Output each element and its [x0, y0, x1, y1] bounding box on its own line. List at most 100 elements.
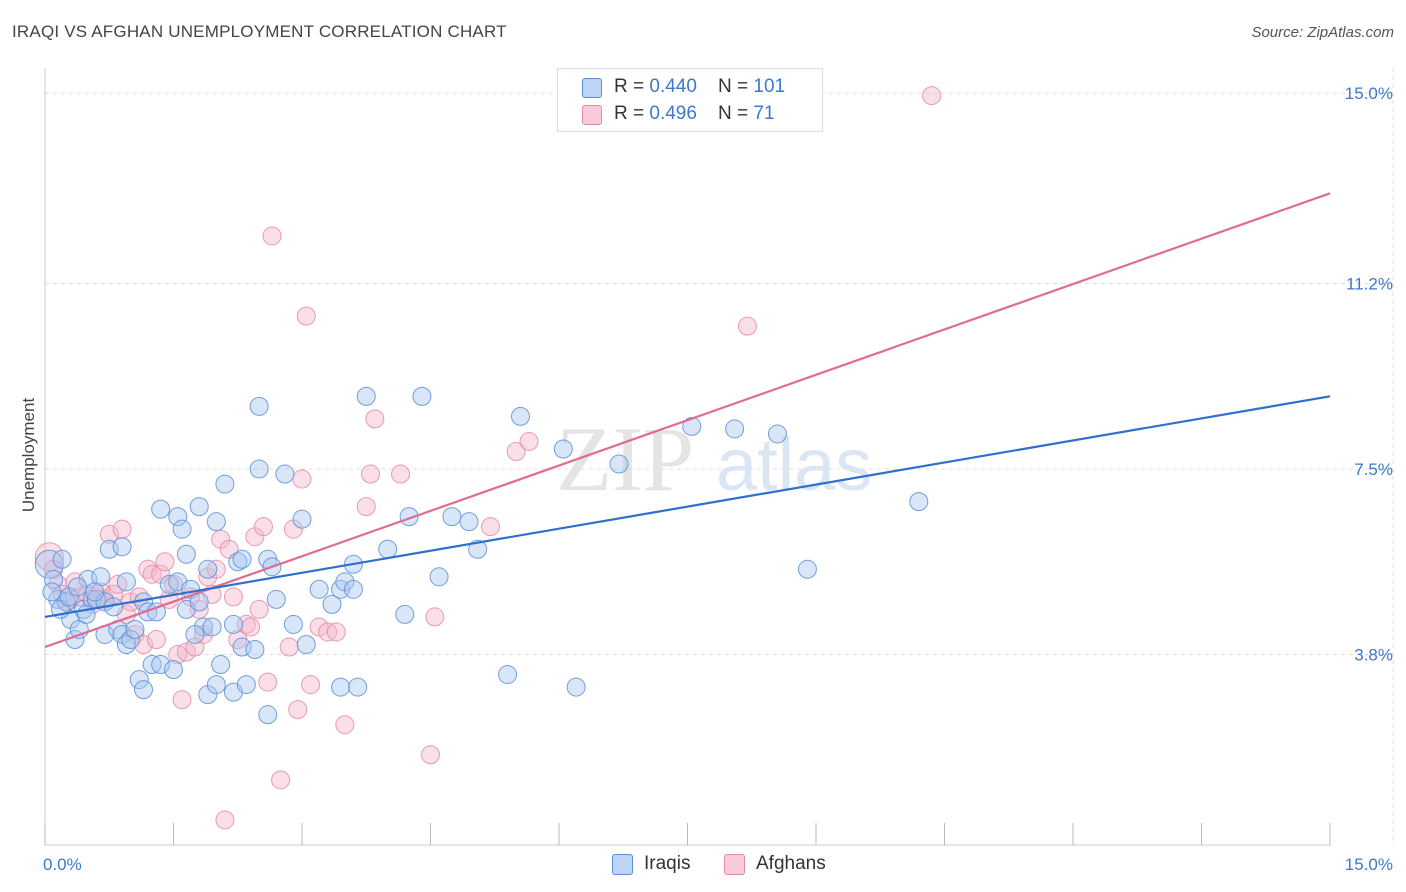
iraqis-point-49	[215, 474, 235, 494]
afghans-point-65	[421, 745, 440, 765]
iraqis-point-56	[245, 639, 265, 659]
axes	[44, 68, 1331, 846]
iraqis-point-19	[112, 537, 132, 557]
iraqis-point-68	[322, 594, 342, 614]
iraqis-point-79	[412, 386, 432, 406]
legend-r-label: R =	[614, 103, 650, 124]
iraqis-point-4	[56, 592, 76, 612]
iraqis-point-25	[134, 680, 154, 700]
iraqis-point-82	[459, 512, 479, 532]
iraqis-point-93	[909, 492, 929, 512]
iraqis-point-87	[566, 677, 586, 697]
iraqis-point-48	[211, 655, 231, 675]
iraqis-trend-line	[44, 395, 1331, 618]
iraqis-point-74	[348, 677, 368, 697]
legend-row-afghans: R = 0.496 N = 71	[558, 102, 822, 126]
afghans-point-70	[737, 316, 757, 336]
iraqis-point-70	[331, 677, 351, 697]
iraqis-point-85	[510, 406, 530, 426]
iraqis-point-64	[283, 614, 303, 634]
afghans-point-54	[292, 469, 312, 489]
y-tick-label-3: 15.0%	[1345, 84, 1393, 103]
iraqis-point-91	[767, 424, 787, 444]
afghans-legend-label: Afghans	[756, 853, 826, 874]
iraqis-point-33	[164, 660, 183, 680]
legend-iraqis-r: 0.440	[649, 76, 697, 97]
iraqis-point-35	[168, 507, 188, 527]
legend-afghans-n: 71	[753, 103, 775, 124]
iraqis-point-73	[343, 579, 363, 599]
iraqis-point-59	[258, 705, 278, 725]
afghans-point-30	[172, 690, 192, 710]
iraqis-legend-label: Iraqis	[644, 853, 691, 874]
iraqis-point-80	[429, 567, 449, 587]
afghans-point-0	[34, 542, 64, 572]
afghans-trend-line	[44, 192, 1331, 649]
iraqis-point-43	[198, 559, 218, 579]
y-tick-label-1: 7.5%	[1354, 460, 1393, 479]
series-afghans-points	[34, 86, 942, 830]
iraqis-point-30	[151, 655, 171, 675]
iraqis-swatch	[582, 78, 602, 98]
iraqis-point-55	[236, 675, 256, 695]
afghans-point-63	[365, 409, 385, 429]
watermark: ZIP atlas	[556, 408, 872, 510]
x-tick-label-start: 0.0%	[43, 855, 82, 874]
iraqis-point-1	[44, 569, 64, 589]
iraqis-point-88	[609, 454, 629, 474]
legend-r-label: R =	[614, 76, 650, 97]
stats-legend: R = 0.440 N = 101 R = 0.496 N = 71	[557, 68, 823, 132]
iraqis-point-47	[206, 675, 226, 695]
iraqis-point-66	[296, 634, 316, 654]
afghans-point-56	[301, 675, 321, 695]
iraqis-point-0	[34, 549, 64, 579]
iraqis-point-65	[292, 509, 312, 529]
afghans-point-26	[155, 552, 175, 572]
iraqis-point-76	[378, 539, 398, 559]
legend-iraqis-n: 101	[753, 76, 786, 97]
iraqis-point-40	[189, 497, 209, 517]
iraqis-point-81	[442, 507, 462, 527]
afghans-point-64	[391, 464, 411, 484]
afghans-point-13	[99, 524, 119, 544]
afghans-legend-swatch	[724, 854, 745, 875]
afghans-point-71	[922, 86, 942, 106]
afghans-point-50	[271, 770, 291, 790]
legend-n-label: N =	[718, 76, 754, 97]
iraqis-point-94	[42, 582, 62, 602]
iraqis-point-99	[85, 582, 105, 602]
iraqis-point-100	[185, 624, 205, 644]
afghans-point-55	[296, 306, 316, 326]
afghans-point-44	[241, 617, 261, 637]
afghans-point-72	[215, 810, 235, 830]
iraqis-point-67	[309, 579, 329, 599]
afghans-point-67	[480, 517, 500, 537]
afghans-point-53	[288, 700, 308, 720]
afghans-point-61	[356, 497, 376, 517]
x-tick-label-end: 15.0%	[1345, 855, 1393, 874]
afghans-point-62	[361, 464, 381, 484]
y-axis-label: Unemployment	[19, 398, 38, 513]
iraqis-point-89	[682, 416, 702, 436]
watermark-atlas: atlas	[716, 423, 872, 506]
afghans-point-41	[223, 587, 243, 607]
iraqis-point-50	[223, 614, 243, 634]
iraqis-point-36	[172, 519, 192, 539]
iraqis-point-75	[356, 386, 376, 406]
legend-afghans-r: 0.496	[649, 103, 697, 124]
afghans-point-68	[506, 441, 526, 461]
afghans-point-60	[335, 715, 355, 735]
iraqis-point-38	[176, 544, 196, 564]
iraqis-point-63	[275, 464, 295, 484]
iraqis-point-57	[249, 459, 269, 479]
tick-labels: 3.8% 7.5% 11.2% 15.0% 0.0% 15.0%	[43, 84, 1393, 874]
afghans-point-48	[258, 672, 278, 692]
iraqis-point-62	[266, 589, 286, 609]
iraqis-point-86	[553, 439, 573, 459]
afghans-point-24	[146, 629, 166, 649]
afghans-point-47	[253, 517, 273, 537]
iraqis-point-92	[797, 559, 817, 579]
iraqis-point-53	[232, 549, 252, 569]
iraqis-point-46	[206, 512, 226, 532]
